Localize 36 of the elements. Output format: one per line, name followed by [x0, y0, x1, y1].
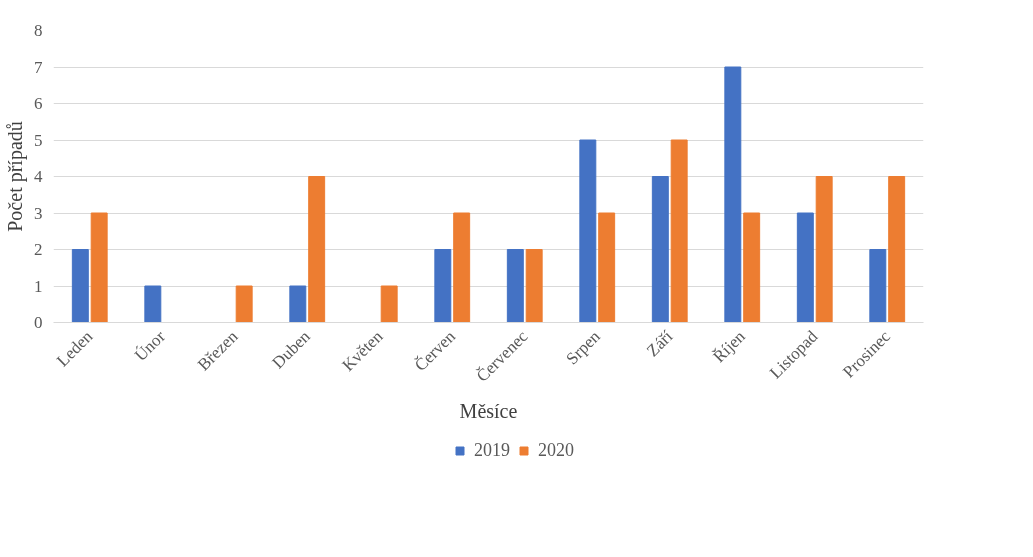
- y-tick-label: 1: [34, 276, 43, 296]
- bar: [453, 212, 471, 323]
- bar: [651, 176, 669, 323]
- bar: [90, 212, 108, 323]
- bar: [144, 285, 162, 323]
- y-tick-label: 3: [34, 203, 43, 223]
- x-tick-label: Září: [643, 326, 677, 361]
- y-tick-label: 8: [34, 21, 43, 40]
- bar: [525, 249, 543, 323]
- bar: [579, 139, 597, 323]
- bar: [815, 176, 833, 323]
- bar: [289, 285, 307, 323]
- bar: [434, 249, 452, 323]
- bar: [869, 249, 887, 323]
- y-tick-label: 4: [34, 167, 43, 186]
- legend-label: 2019: [474, 439, 510, 461]
- y-tick-label: 6: [34, 94, 43, 113]
- bar: [380, 285, 398, 323]
- y-tick-label: 2: [34, 240, 43, 259]
- bar: [670, 139, 688, 323]
- y-axis-title: Počet případů: [4, 121, 27, 232]
- legend-label: 2020: [538, 439, 574, 461]
- bar: [235, 285, 253, 323]
- x-tick-label: Únor: [130, 326, 170, 365]
- bar: [724, 66, 742, 323]
- bar: [743, 212, 761, 323]
- bar: [71, 249, 89, 323]
- bar: [308, 176, 326, 323]
- x-axis-title: Měsíce: [459, 400, 518, 423]
- bar: [598, 212, 616, 323]
- bar: [796, 212, 814, 323]
- y-tick-label: 0: [34, 313, 43, 332]
- y-tick-label: 7: [34, 57, 43, 77]
- bar: [506, 249, 524, 323]
- y-tick-label: 5: [34, 130, 43, 150]
- bar: [888, 176, 906, 323]
